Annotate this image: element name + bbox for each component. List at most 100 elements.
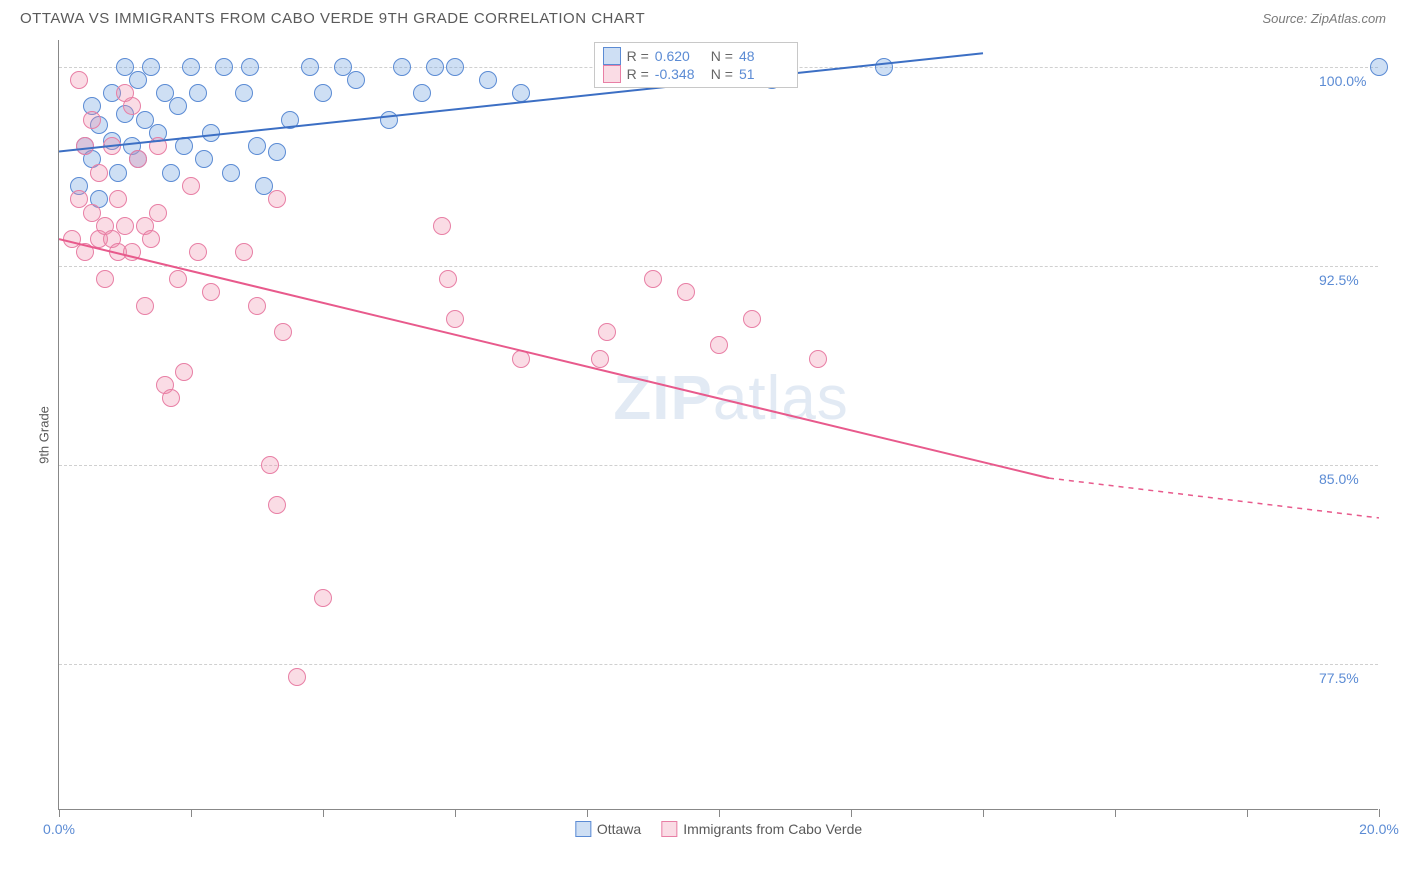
data-point <box>677 283 695 301</box>
data-point <box>1370 58 1388 76</box>
ytick-label: 77.5% <box>1319 670 1359 686</box>
data-point <box>103 137 121 155</box>
xtick <box>983 809 984 817</box>
data-point <box>142 230 160 248</box>
data-point <box>96 270 114 288</box>
data-point <box>189 243 207 261</box>
data-point <box>268 496 286 514</box>
data-point <box>347 71 365 89</box>
legend-swatch <box>661 821 677 837</box>
data-point <box>512 350 530 368</box>
xtick <box>719 809 720 817</box>
data-point <box>162 389 180 407</box>
data-point <box>222 164 240 182</box>
data-point <box>116 217 134 235</box>
stat-swatch <box>603 65 621 83</box>
data-point <box>182 177 200 195</box>
xtick <box>323 809 324 817</box>
data-point <box>175 363 193 381</box>
correlation-stats-box: R = 0.620N = 48R = -0.348N = 51 <box>594 42 798 88</box>
data-point <box>169 97 187 115</box>
ytick-label: 85.0% <box>1319 471 1359 487</box>
data-point <box>598 323 616 341</box>
data-point <box>76 137 94 155</box>
watermark: ZIPatlas <box>613 363 848 434</box>
xtick-label: 0.0% <box>43 821 75 837</box>
data-point <box>182 58 200 76</box>
y-axis-label: 9th Grade <box>36 406 51 464</box>
xtick <box>851 809 852 817</box>
r-value: 0.620 <box>655 48 705 64</box>
data-point <box>479 71 497 89</box>
data-point <box>301 58 319 76</box>
data-point <box>512 84 530 102</box>
data-point <box>248 137 266 155</box>
data-point <box>393 58 411 76</box>
plot-area: ZIPatlas 77.5%85.0%92.5%100.0%0.0%20.0%R… <box>58 40 1378 810</box>
data-point <box>189 84 207 102</box>
ytick-label: 100.0% <box>1319 73 1366 89</box>
data-point <box>136 297 154 315</box>
stat-row: R = -0.348N = 51 <box>603 65 789 83</box>
data-point <box>169 270 187 288</box>
xtick <box>455 809 456 817</box>
chart-title: OTTAWA VS IMMIGRANTS FROM CABO VERDE 9TH… <box>20 10 645 27</box>
data-point <box>241 58 259 76</box>
data-point <box>446 58 464 76</box>
data-point <box>248 297 266 315</box>
gridline <box>59 266 1378 267</box>
data-point <box>142 58 160 76</box>
r-value: -0.348 <box>655 66 705 82</box>
xtick <box>59 809 60 817</box>
source-label: Source: ZipAtlas.com <box>1262 11 1386 26</box>
data-point <box>288 668 306 686</box>
xtick <box>1247 809 1248 817</box>
data-point <box>235 84 253 102</box>
data-point <box>162 164 180 182</box>
legend-item: Ottawa <box>575 821 641 837</box>
data-point <box>215 58 233 76</box>
data-point <box>875 58 893 76</box>
n-value: 51 <box>739 66 789 82</box>
data-point <box>281 111 299 129</box>
xtick <box>191 809 192 817</box>
data-point <box>90 164 108 182</box>
data-point <box>433 217 451 235</box>
data-point <box>129 150 147 168</box>
xtick-label: 20.0% <box>1359 821 1399 837</box>
data-point <box>175 137 193 155</box>
data-point <box>446 310 464 328</box>
data-point <box>202 124 220 142</box>
data-point <box>274 323 292 341</box>
gridline <box>59 664 1378 665</box>
ytick-label: 92.5% <box>1319 272 1359 288</box>
n-value: 48 <box>739 48 789 64</box>
data-point <box>314 84 332 102</box>
data-point <box>149 204 167 222</box>
data-point <box>261 456 279 474</box>
data-point <box>809 350 827 368</box>
data-point <box>202 283 220 301</box>
data-point <box>413 84 431 102</box>
data-point <box>123 243 141 261</box>
xtick <box>587 809 588 817</box>
data-point <box>591 350 609 368</box>
data-point <box>426 58 444 76</box>
legend-label: Ottawa <box>597 821 641 837</box>
data-point <box>268 190 286 208</box>
gridline <box>59 465 1378 466</box>
legend-label: Immigrants from Cabo Verde <box>683 821 862 837</box>
chart-wrap: 9th Grade ZIPatlas 77.5% 85.0% 92.5% 100.0%… <box>20 35 1386 835</box>
data-point <box>195 150 213 168</box>
data-point <box>314 589 332 607</box>
legend-swatch <box>575 821 591 837</box>
data-point <box>149 137 167 155</box>
data-point <box>109 190 127 208</box>
data-point <box>83 111 101 129</box>
data-point <box>644 270 662 288</box>
data-point <box>235 243 253 261</box>
trend-lines <box>59 40 1379 810</box>
data-point <box>70 71 88 89</box>
data-point <box>380 111 398 129</box>
data-point <box>439 270 457 288</box>
